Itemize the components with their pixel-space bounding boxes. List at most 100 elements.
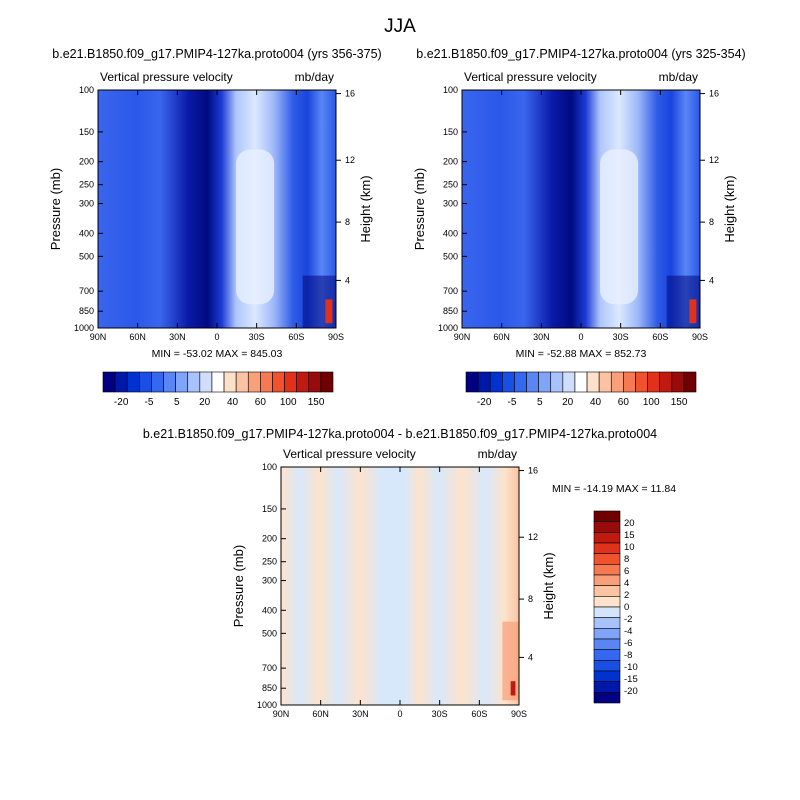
y-tick-label: 500	[262, 628, 277, 638]
variable-label: Vertical pressure velocity	[464, 70, 597, 84]
y-tick-label: 850	[79, 306, 94, 316]
y-tick-label: 850	[443, 306, 458, 316]
colorbar-box	[598, 371, 612, 393]
colorbar-box	[593, 628, 621, 640]
descent-core	[236, 149, 275, 305]
colorbar-box	[102, 371, 116, 393]
colorbar-label: -6	[624, 638, 632, 649]
colorbar-box	[514, 371, 527, 393]
colorbar-box	[465, 371, 479, 393]
y-tick-label: 250	[443, 180, 458, 190]
y-tick-label: 250	[79, 180, 94, 190]
colorbar-box	[296, 371, 310, 393]
field-fill	[98, 90, 336, 328]
y-tick-label: 1000	[257, 700, 277, 710]
colorbar-box	[538, 371, 552, 393]
min-max-stats: MIN = -52.88 MAX = 852.73	[516, 348, 647, 360]
y-tick-label: 1000	[74, 323, 94, 333]
colorbar-box	[593, 542, 621, 554]
units-label: mb/day	[659, 70, 698, 84]
y-tick-label: 300	[443, 199, 458, 209]
x-tick-label: 60S	[652, 332, 668, 342]
y-tick-label: 100	[443, 85, 458, 95]
colorbar-box	[593, 638, 621, 650]
variable-label: Vertical pressure velocity	[283, 447, 416, 461]
colorbar-box	[593, 681, 621, 693]
x-tick-label: 60N	[129, 332, 146, 342]
diff-max-feature	[510, 681, 516, 696]
panel-title: b.e21.B1850.f09_g17.PMIP4-127ka.proto004…	[416, 47, 745, 61]
colorbar-label: 5	[537, 397, 543, 408]
x-tick-label: 30S	[613, 332, 629, 342]
y2-tick-label: 16	[528, 466, 538, 476]
y-tick-label: 100	[79, 85, 94, 95]
y-axis-title: Pressure (mb)	[412, 168, 427, 250]
colorbar-box	[126, 371, 140, 393]
x-tick-label: 30N	[533, 332, 550, 342]
colorbar-box	[477, 371, 491, 393]
y-axis-title: Pressure (mb)	[48, 168, 63, 250]
colorbar-box	[593, 564, 621, 576]
colorbar-label: 40	[227, 397, 239, 408]
units-label: mb/day	[478, 447, 517, 461]
colorbar-box	[187, 371, 201, 393]
colorbar-box	[163, 371, 176, 393]
y-tick-label: 400	[443, 228, 458, 238]
x-tick-label: 90S	[328, 332, 344, 342]
x-tick-label: 60N	[312, 709, 329, 719]
x-tick-label: 90S	[692, 332, 708, 342]
y-tick-label: 300	[262, 576, 277, 586]
colorbar-label: 6	[624, 566, 629, 577]
surface-max-feature	[689, 299, 697, 324]
colorbar-label: -4	[624, 626, 632, 637]
colorbar-label: -20	[114, 397, 129, 408]
colorbar-box	[199, 371, 213, 393]
colorbar-label: 150	[671, 397, 688, 408]
colorbar: -20 -5 5 20 40 60 100 150	[465, 371, 697, 408]
colorbar-box	[623, 371, 636, 393]
colorbar-label: 0	[624, 602, 629, 613]
colorbar-box	[593, 606, 621, 618]
colorbar-box	[593, 660, 621, 672]
min-max-stats: MIN = -53.02 MAX = 845.03	[152, 348, 283, 360]
y2-tick-label: 16	[345, 89, 355, 99]
panel-top-left: b.e21.B1850.f09_g17.PMIP4-127ka.proto004…	[48, 47, 382, 408]
y2-tick-label: 4	[345, 275, 350, 285]
y-tick-label: 100	[262, 462, 277, 472]
y2-tick-label: 4	[709, 275, 714, 285]
colorbar-box	[659, 371, 673, 393]
y-tick-label: 500	[443, 251, 458, 261]
x-tick-label: 90N	[90, 332, 107, 342]
y-tick-label: 200	[262, 534, 277, 544]
colorbar: -20 -5 5 20 40 60 100 150	[102, 371, 334, 408]
y2-tick-label: 16	[709, 89, 719, 99]
panel-title: b.e21.B1850.f09_g17.PMIP4-127ka.proto004…	[143, 427, 657, 441]
colorbar-box	[593, 585, 621, 597]
colorbar-box	[151, 371, 164, 393]
x-tick-label: 90S	[511, 709, 527, 719]
colorbar-label: 20	[624, 518, 635, 529]
y-tick-label: 1000	[438, 323, 458, 333]
x-tick-label: 60S	[288, 332, 304, 342]
x-tick-label: 30N	[352, 709, 369, 719]
x-tick-label: 90N	[273, 709, 290, 719]
colorbar-label: 8	[624, 554, 629, 565]
colorbar-label: -20	[477, 397, 492, 408]
colorbar-box	[647, 371, 660, 393]
colorbar-box	[593, 532, 621, 544]
colorbar-box	[683, 371, 697, 393]
colorbar-box	[586, 371, 600, 393]
colorbar-box	[593, 553, 621, 565]
colorbar-box	[308, 371, 322, 393]
y2-axis-title: Height (km)	[722, 175, 737, 242]
y-tick-label: 300	[79, 199, 94, 209]
y-tick-label: 400	[262, 605, 277, 615]
panel-top-right: b.e21.B1850.f09_g17.PMIP4-127ka.proto004…	[412, 47, 746, 408]
field-fill	[281, 467, 519, 705]
y-axis-title: Pressure (mb)	[231, 545, 246, 627]
colorbar-box	[593, 692, 621, 704]
y2-axis-title: Height (km)	[541, 552, 556, 619]
colorbar-box	[526, 371, 539, 393]
